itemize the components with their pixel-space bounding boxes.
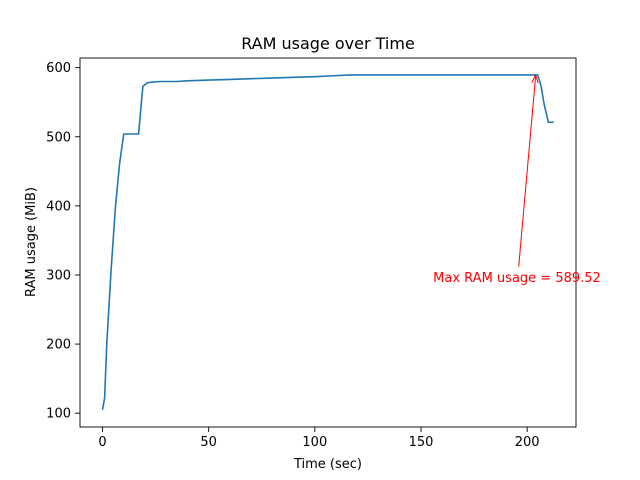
x-axis-label: Time (sec): [293, 457, 362, 472]
x-tick-label: 150: [409, 435, 434, 450]
plot-area-frame: [79, 57, 577, 428]
y-tick-label: 100: [46, 407, 71, 422]
x-tick-label: 0: [98, 435, 106, 450]
y-tick-label: 300: [46, 268, 71, 283]
y-axis-label: RAM usage (MiB): [24, 187, 39, 297]
x-tick-label: 100: [302, 435, 327, 450]
annotation-label: Max RAM usage = 589.52: [433, 271, 601, 286]
annotation-arrow: [518, 75, 537, 267]
y-axis: 100 200 300 400 500 600: [46, 61, 80, 422]
y-tick-label: 400: [46, 199, 71, 214]
series-layer: [101, 74, 554, 410]
x-tick-label: 200: [515, 435, 540, 450]
x-axis: 0 50 100 150 200: [98, 427, 540, 450]
y-tick-label: 500: [46, 130, 71, 145]
chart-title: RAM usage over Time: [241, 34, 415, 53]
y-tick-label: 200: [46, 338, 71, 353]
annotation-layer: Max RAM usage = 589.52: [433, 73, 601, 286]
y-tick-label: 600: [46, 61, 71, 76]
x-tick-label: 50: [200, 435, 217, 450]
ram-usage-line: [101, 74, 554, 410]
annotation-arrowhead: [531, 73, 539, 84]
